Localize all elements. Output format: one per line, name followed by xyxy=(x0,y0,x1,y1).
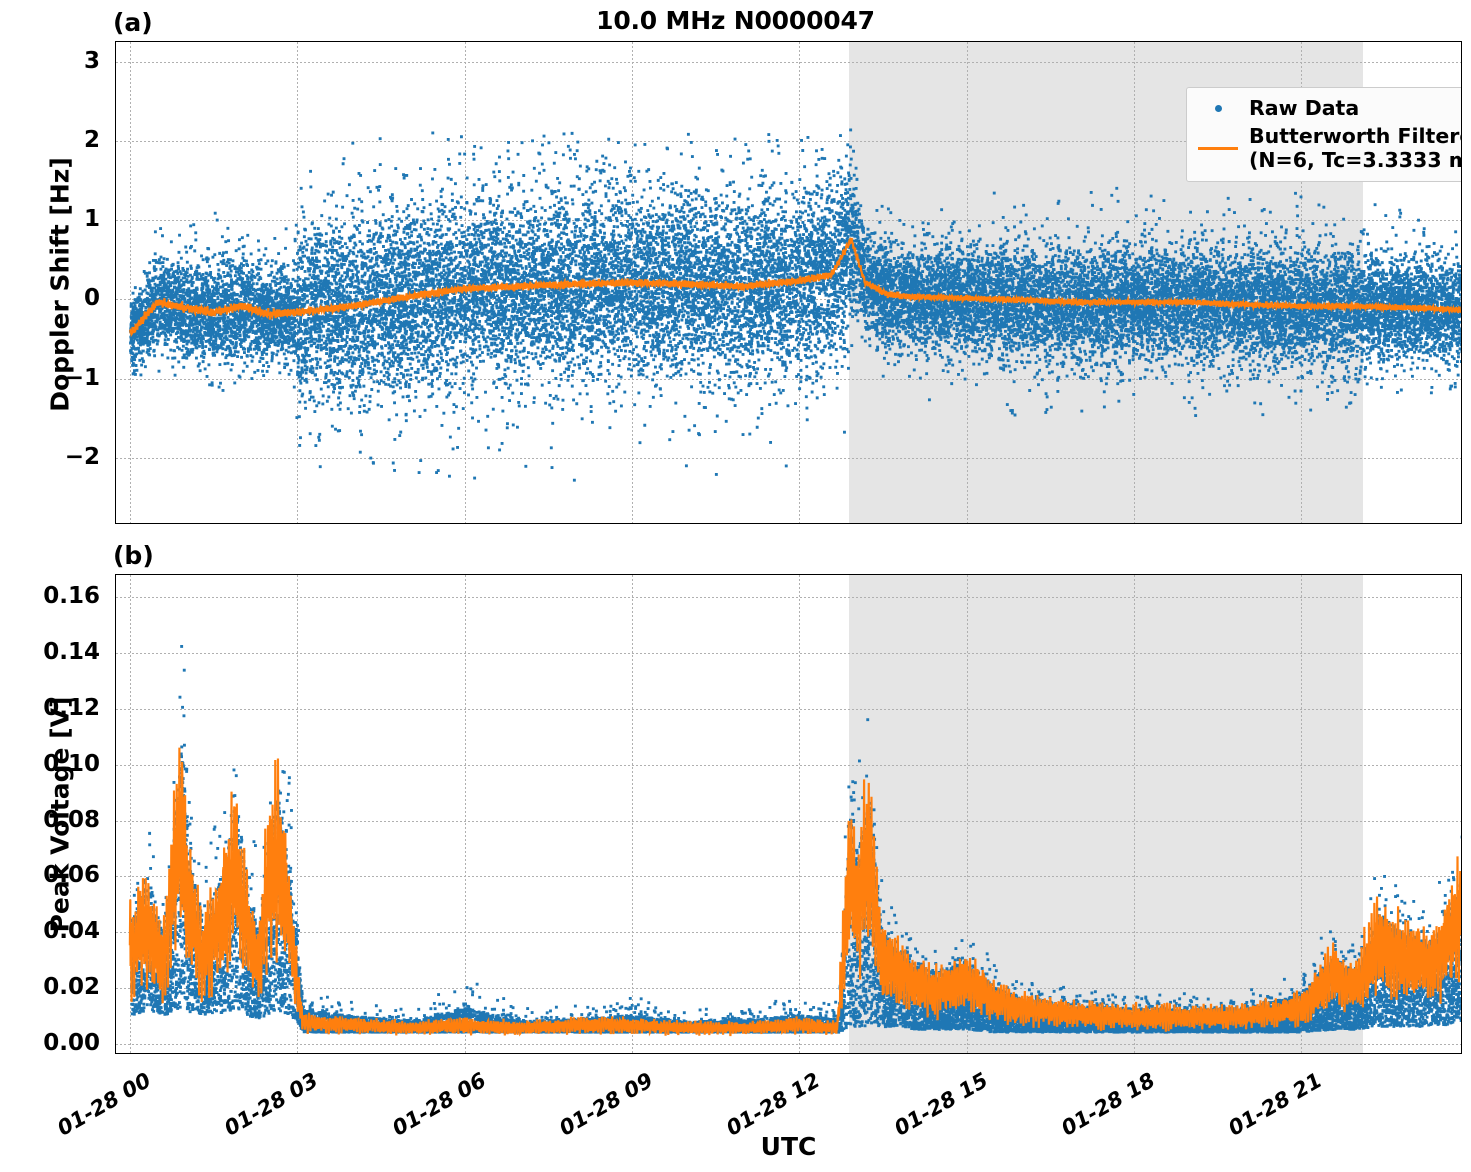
y-tick-label: 0.04 xyxy=(43,918,100,944)
y-tick-label: 0.06 xyxy=(43,862,100,888)
y-tick-label: 3 xyxy=(84,48,100,74)
legend-entry-raw-a: Raw Data xyxy=(1197,96,1462,120)
y-tick-label: 0.16 xyxy=(43,583,100,609)
y-tick-label: 0.14 xyxy=(43,639,100,665)
panel-label-a: (a) xyxy=(113,8,153,37)
y-tick-label: 0.00 xyxy=(43,1030,100,1056)
page-title: 10.0 MHz N0000047 xyxy=(0,6,1471,35)
y-tick-labels-a: −2 −1 0 1 2 3 xyxy=(0,41,100,524)
y-tick-label: −2 xyxy=(65,444,100,470)
line-filtered-data-b xyxy=(130,748,1461,1036)
line-swatch-icon xyxy=(1197,147,1239,150)
y-tick-labels-b: 0.00 0.02 0.04 0.06 0.08 0.10 0.12 0.14 0.16 xyxy=(0,574,100,1054)
legend-label-filtered-a: Butterworth Filtered Data(N=6, Tc=3.3333… xyxy=(1249,124,1462,172)
y-tick-label: 1 xyxy=(84,206,100,232)
plot-area-peak-voltage: Raw Data Butterworth Filtered Data(N=6, … xyxy=(115,574,1462,1054)
x-axis-label: UTC xyxy=(115,1132,1462,1161)
scatter-raw-data-b xyxy=(130,645,1461,1034)
y-tick-label: 0.02 xyxy=(43,974,100,1000)
y-tick-label: 2 xyxy=(84,127,100,153)
scatter-dot-icon xyxy=(1197,105,1239,112)
y-tick-label: 0.12 xyxy=(43,695,100,721)
data-layer-b xyxy=(116,575,1461,1053)
legend-label-raw-a: Raw Data xyxy=(1249,96,1359,120)
y-tick-label: 0.10 xyxy=(43,751,100,777)
legend-entry-filtered-a: Butterworth Filtered Data(N=6, Tc=3.3333… xyxy=(1197,124,1462,172)
y-tick-label: −1 xyxy=(65,365,100,391)
y-tick-label: 0 xyxy=(84,285,100,311)
y-tick-label: 0.08 xyxy=(43,807,100,833)
panel-label-b: (b) xyxy=(113,541,154,570)
legend-panel-a[interactable]: Raw Data Butterworth Filtered Data(N=6, … xyxy=(1186,87,1462,182)
plot-area-doppler-shift: Raw Data Butterworth Filtered Data(N=6, … xyxy=(115,41,1462,524)
